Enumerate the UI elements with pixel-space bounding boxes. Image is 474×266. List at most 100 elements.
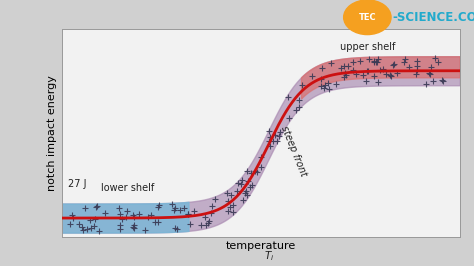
- Point: [413, 64, 421, 68]
- Point: [425, 71, 432, 75]
- Point: [317, 84, 325, 88]
- Point: [129, 212, 137, 217]
- Point: [393, 71, 401, 76]
- Point: [79, 225, 86, 229]
- Point: [265, 129, 273, 133]
- Ellipse shape: [344, 0, 391, 35]
- Point: [373, 60, 381, 64]
- Point: [342, 73, 350, 77]
- Text: lower shelf: lower shelf: [101, 183, 155, 193]
- Point: [308, 74, 316, 79]
- Point: [86, 218, 94, 222]
- Point: [168, 202, 176, 206]
- Point: [431, 56, 438, 60]
- Point: [237, 182, 245, 186]
- Point: [387, 74, 395, 78]
- Point: [83, 227, 91, 231]
- Point: [116, 223, 124, 227]
- Point: [184, 212, 191, 216]
- Point: [123, 209, 130, 213]
- Point: [117, 212, 124, 216]
- Point: [321, 83, 329, 88]
- Point: [429, 79, 437, 83]
- Point: [320, 86, 328, 90]
- Point: [370, 60, 378, 65]
- Point: [224, 209, 232, 213]
- Y-axis label: notch impact energy: notch impact energy: [47, 75, 57, 191]
- Point: [115, 206, 122, 210]
- Point: [390, 62, 398, 66]
- Point: [208, 203, 216, 208]
- Point: [155, 202, 163, 207]
- Point: [130, 226, 138, 230]
- Point: [204, 221, 211, 226]
- Point: [129, 225, 137, 229]
- Point: [344, 64, 352, 68]
- Point: [75, 222, 83, 226]
- Point: [269, 139, 277, 143]
- Point: [401, 56, 409, 61]
- Point: [295, 105, 303, 109]
- Point: [151, 220, 159, 225]
- Point: [243, 169, 250, 174]
- Point: [227, 193, 235, 197]
- Point: [327, 61, 335, 65]
- Point: [171, 206, 179, 211]
- Point: [337, 66, 345, 70]
- Point: [245, 179, 252, 184]
- Point: [186, 222, 193, 226]
- Point: [227, 205, 234, 209]
- Point: [176, 207, 183, 212]
- Point: [356, 59, 364, 63]
- Point: [272, 133, 279, 138]
- Point: [370, 74, 378, 78]
- Point: [273, 139, 280, 143]
- Point: [292, 107, 300, 112]
- Point: [242, 189, 249, 194]
- Point: [224, 199, 232, 203]
- Point: [79, 228, 87, 232]
- Point: [427, 65, 435, 69]
- Point: [435, 60, 442, 64]
- Point: [326, 87, 333, 91]
- Text: $T_i$: $T_i$: [264, 249, 274, 263]
- Point: [66, 222, 74, 226]
- Text: TEC: TEC: [358, 13, 376, 22]
- Point: [233, 189, 241, 193]
- Point: [285, 116, 293, 120]
- Point: [144, 215, 152, 219]
- Point: [341, 71, 348, 75]
- Point: [276, 130, 283, 134]
- Point: [90, 223, 98, 228]
- Point: [206, 219, 213, 223]
- Text: 27 J: 27 J: [68, 180, 86, 189]
- Point: [438, 78, 446, 82]
- Point: [383, 72, 390, 77]
- Point: [131, 223, 138, 227]
- Point: [93, 204, 101, 208]
- Point: [248, 183, 256, 187]
- Point: [172, 226, 179, 230]
- Point: [243, 193, 250, 198]
- Point: [374, 57, 382, 61]
- Point: [257, 165, 264, 169]
- Point: [92, 205, 100, 210]
- Point: [349, 59, 357, 64]
- Point: [117, 227, 124, 232]
- Point: [246, 185, 254, 190]
- Point: [171, 208, 178, 212]
- Point: [229, 202, 237, 207]
- Point: [82, 205, 89, 210]
- Point: [229, 210, 237, 214]
- Point: [401, 60, 408, 64]
- Point: [364, 69, 372, 73]
- Point: [266, 135, 274, 140]
- Point: [257, 155, 265, 159]
- Point: [265, 139, 273, 143]
- Point: [201, 215, 208, 219]
- Point: [122, 215, 129, 219]
- Point: [412, 72, 420, 76]
- Point: [318, 77, 325, 82]
- Point: [389, 63, 396, 67]
- Point: [69, 216, 76, 220]
